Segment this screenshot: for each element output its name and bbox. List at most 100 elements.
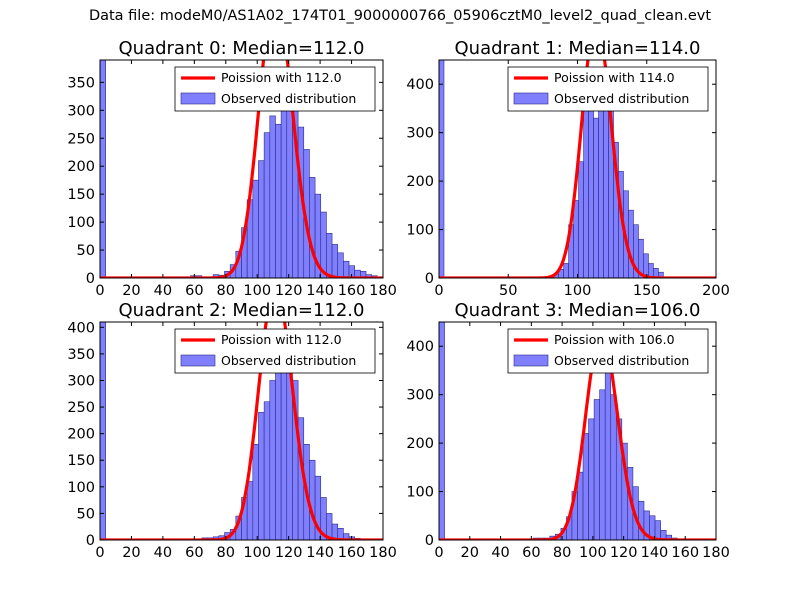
axes-frame bbox=[438, 321, 717, 541]
x-tick-label: 0 bbox=[434, 545, 443, 561]
histogram-bar bbox=[280, 104, 288, 278]
legend-bar-label: Observed distribution bbox=[554, 353, 689, 368]
histogram-bar bbox=[603, 88, 609, 278]
y-tick-label: 50 bbox=[77, 243, 95, 259]
y-tick-label: 0 bbox=[86, 271, 95, 287]
y-tick-label: 300 bbox=[406, 126, 434, 142]
x-tick-label: 0 bbox=[95, 283, 104, 299]
x-tick-label: 140 bbox=[306, 545, 334, 561]
x-tick-label: 180 bbox=[702, 545, 730, 561]
x-tick-label: 180 bbox=[369, 283, 397, 299]
poisson-curve bbox=[439, 60, 716, 278]
legend-line-label: Poission with 112.0 bbox=[221, 332, 342, 347]
histogram-bar bbox=[337, 252, 344, 278]
histogram-bar bbox=[578, 161, 584, 278]
y-tick-label: 200 bbox=[67, 427, 95, 443]
x-tick-label: 200 bbox=[702, 283, 730, 299]
histogram-bar bbox=[582, 433, 589, 540]
histogram-bar bbox=[269, 115, 276, 278]
x-tick-label: 120 bbox=[275, 545, 303, 561]
histogram-bar bbox=[439, 322, 445, 540]
x-tick-label: 100 bbox=[243, 283, 271, 299]
x-tick-label: 40 bbox=[154, 283, 172, 299]
histogram-bar bbox=[638, 500, 645, 540]
x-tick-label: 120 bbox=[610, 545, 638, 561]
x-tick-label: 20 bbox=[122, 545, 140, 561]
legend-line-label: Poission with 106.0 bbox=[554, 332, 675, 347]
legend-bar-label: Observed distribution bbox=[221, 91, 356, 106]
y-tick-label: 200 bbox=[67, 159, 95, 175]
histogram-bar bbox=[269, 380, 276, 540]
histogram-bar bbox=[252, 443, 259, 540]
histogram-bar bbox=[100, 60, 106, 278]
histogram-bar bbox=[573, 200, 579, 278]
histogram-bar bbox=[100, 322, 106, 540]
histogram-bar bbox=[326, 232, 333, 278]
x-tick-label: 40 bbox=[491, 545, 509, 561]
subplot-title: Quadrant 1: Median=114.0 bbox=[455, 38, 701, 59]
x-tick-label: 80 bbox=[217, 545, 235, 561]
legend-line-label: Poission with 112.0 bbox=[221, 70, 342, 85]
histogram-bar bbox=[309, 177, 316, 278]
histogram-bar bbox=[654, 520, 661, 540]
poisson-curve bbox=[100, 322, 383, 540]
legend: Poission with 112.0 Observed distribution bbox=[174, 328, 376, 374]
y-tick-label: 0 bbox=[425, 533, 434, 549]
histogram-bar bbox=[309, 459, 316, 540]
histogram-bar bbox=[275, 369, 282, 540]
x-tick-label: 160 bbox=[338, 545, 366, 561]
subplot-title: Quadrant 2: Median=112.0 bbox=[119, 300, 365, 321]
histogram-bar bbox=[599, 389, 606, 540]
y-tick-label: 100 bbox=[67, 215, 95, 231]
histogram-bar bbox=[439, 60, 445, 278]
plot-area bbox=[100, 60, 383, 278]
x-tick-label: 140 bbox=[306, 283, 334, 299]
figure-title: Data file: modeM0/AS1A02_174T01_90000007… bbox=[88, 8, 712, 24]
subplot-quadrant-1: 0 50 100 150 200 0 100 200 300 400 Quadrant 1: Med… bbox=[406, 38, 730, 299]
subplot-quadrant-0: 0 20 40 60 80 100 120 140 160 1800501001502002503… bbox=[67, 38, 397, 299]
x-tick-label: 50 bbox=[499, 283, 517, 299]
y-tick-label: 400 bbox=[67, 320, 95, 336]
legend-line-label: Poission with 114.0 bbox=[554, 70, 675, 85]
y-tick-label: 200 bbox=[406, 174, 434, 190]
y-tick-label: 100 bbox=[406, 223, 434, 239]
x-tick-label: 60 bbox=[522, 545, 540, 561]
y-tick-label: 300 bbox=[67, 373, 95, 389]
y-tick-label: 150 bbox=[67, 453, 95, 469]
x-tick-label: 0 bbox=[95, 545, 104, 561]
axes-frame bbox=[99, 321, 384, 541]
histogram-bar bbox=[658, 271, 664, 278]
subplot-quadrant-2: 0 20 40 60 80 100 120 140 160 1800501001502002503… bbox=[67, 300, 397, 561]
histogram-bar bbox=[577, 471, 584, 540]
y-tick-label: 50 bbox=[77, 506, 95, 522]
y-tick-label: 250 bbox=[67, 400, 95, 416]
y-tick-label: 100 bbox=[67, 480, 95, 496]
x-tick-label: 160 bbox=[338, 283, 366, 299]
x-tick-label: 20 bbox=[461, 545, 479, 561]
x-tick-label: 80 bbox=[553, 545, 571, 561]
histogram-bar bbox=[258, 412, 265, 540]
histogram-bar bbox=[252, 179, 259, 278]
histogram-bar bbox=[263, 401, 271, 540]
y-tick-label: 200 bbox=[406, 436, 434, 452]
y-tick-label: 0 bbox=[425, 271, 434, 287]
histogram-bar bbox=[593, 399, 600, 540]
y-tick-label: 350 bbox=[67, 347, 95, 363]
histogram-bar bbox=[588, 418, 595, 540]
histogram-bar bbox=[588, 108, 594, 278]
y-tick-label: 400 bbox=[406, 77, 434, 93]
histogram-bar bbox=[665, 534, 672, 540]
y-tick-label: 100 bbox=[406, 485, 434, 501]
x-tick-label: 100 bbox=[243, 545, 271, 561]
poisson-curve bbox=[100, 60, 383, 278]
legend-bar-swatch bbox=[180, 92, 216, 105]
plot-area bbox=[439, 322, 716, 540]
y-tick-label: 350 bbox=[67, 75, 95, 91]
y-tick-label: 150 bbox=[67, 187, 95, 203]
x-tick-label: 140 bbox=[641, 545, 669, 561]
axes-frame bbox=[99, 59, 384, 279]
x-tick-label: 60 bbox=[185, 545, 203, 561]
legend-bar-swatch bbox=[180, 354, 216, 367]
histogram-bar bbox=[275, 123, 282, 278]
